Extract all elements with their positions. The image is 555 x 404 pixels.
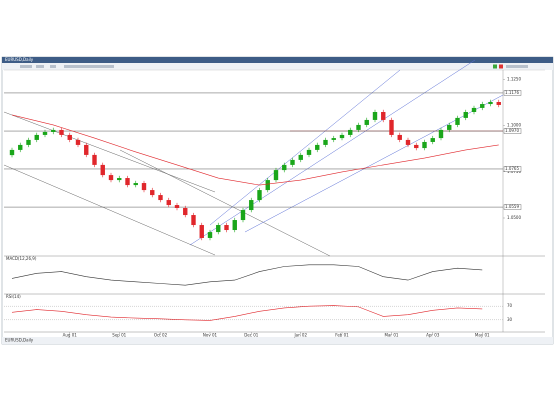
date-tick-label: Aug 01 bbox=[63, 333, 78, 338]
candle-body bbox=[389, 119, 394, 135]
level-label-box bbox=[503, 166, 522, 172]
date-tick-label: Nov 01 bbox=[203, 333, 218, 338]
candle-body bbox=[372, 111, 378, 120]
price-tick-label: 1.0500 bbox=[507, 215, 521, 220]
title-bar bbox=[2, 57, 553, 63]
panel-tick-label: 30 bbox=[507, 317, 513, 322]
level-label: 1.0970 bbox=[505, 128, 519, 133]
candle-body bbox=[133, 183, 138, 186]
toolbar[interactable] bbox=[2, 63, 553, 70]
candle-body bbox=[422, 141, 427, 149]
candle-body bbox=[397, 134, 402, 140]
price-tick-label: 1.1250 bbox=[507, 76, 521, 81]
candle-body bbox=[315, 144, 320, 150]
window-frame bbox=[1, 56, 554, 345]
candle-body bbox=[34, 134, 39, 140]
date-tick-label: Feb 01 bbox=[335, 333, 349, 338]
candle-body bbox=[232, 220, 237, 231]
candle-body bbox=[430, 138, 435, 142]
candle-body bbox=[166, 200, 171, 206]
candle-body bbox=[191, 215, 196, 226]
candle-body bbox=[26, 139, 31, 145]
candle-body bbox=[339, 134, 345, 139]
level-label-box bbox=[503, 90, 522, 96]
level-label-box bbox=[503, 204, 522, 210]
candle-body bbox=[447, 124, 452, 130]
candle-body bbox=[183, 208, 188, 216]
candle-body bbox=[67, 134, 72, 140]
level-label-box bbox=[503, 128, 522, 134]
window-title: EURUSD,Daily bbox=[5, 57, 34, 62]
candle-body bbox=[265, 180, 270, 191]
moving-average bbox=[11, 114, 499, 186]
candle-body bbox=[356, 124, 361, 130]
candle-body bbox=[273, 170, 279, 181]
level-label: 1.0559 bbox=[505, 204, 519, 209]
candle-body bbox=[199, 225, 204, 238]
date-tick-label: Apr 03 bbox=[426, 333, 440, 338]
candle-body bbox=[117, 178, 122, 181]
candle-body bbox=[496, 102, 501, 105]
candle-body bbox=[18, 144, 23, 150]
candle-body bbox=[257, 190, 262, 201]
candle-body bbox=[249, 200, 254, 211]
panel-tick-label: 70 bbox=[507, 303, 513, 308]
candle-body bbox=[463, 111, 468, 118]
candle-body bbox=[306, 149, 312, 155]
candle-body bbox=[405, 139, 411, 145]
candle-body bbox=[59, 129, 64, 135]
candle-body bbox=[51, 129, 56, 132]
date-tick-label: Dec 01 bbox=[244, 333, 259, 338]
candle-body bbox=[471, 107, 477, 112]
candle-body bbox=[75, 139, 81, 145]
candle-body bbox=[348, 129, 353, 135]
price-tick-label: 1.1000 bbox=[507, 123, 521, 128]
candle-body bbox=[455, 117, 460, 125]
candle-body bbox=[216, 225, 221, 233]
candle-body bbox=[100, 164, 105, 176]
candle-body bbox=[381, 111, 386, 120]
candle-body bbox=[174, 205, 180, 209]
candle-body bbox=[158, 195, 163, 201]
candle-body bbox=[125, 178, 130, 186]
candle-body bbox=[150, 190, 155, 196]
candle-body bbox=[92, 154, 97, 165]
candle-body bbox=[42, 131, 48, 135]
candle-body bbox=[207, 232, 213, 238]
panel-title: RSI(14) bbox=[6, 294, 21, 299]
candle-body bbox=[240, 210, 246, 221]
candle-body bbox=[290, 159, 295, 165]
candle-body bbox=[108, 175, 114, 181]
candle-body bbox=[323, 139, 328, 145]
panel-title: MACD(12,26,9) bbox=[6, 256, 37, 261]
candle-body bbox=[438, 129, 444, 139]
candle-body bbox=[84, 144, 89, 155]
candle-body bbox=[364, 119, 369, 125]
candle-body bbox=[298, 154, 303, 160]
candle-body bbox=[414, 144, 419, 149]
candle-body bbox=[488, 102, 493, 105]
indicator-line bbox=[11, 305, 483, 321]
candle-body bbox=[331, 138, 336, 140]
indicator-line bbox=[11, 264, 483, 286]
level-label: 1.1176 bbox=[505, 90, 519, 95]
date-tick-label: Oct 02 bbox=[154, 333, 168, 338]
candle-body bbox=[224, 225, 229, 231]
candle-body bbox=[480, 104, 485, 108]
candle-body bbox=[282, 164, 287, 171]
date-tick-label: Sep 01 bbox=[112, 333, 126, 338]
status-bar bbox=[2, 337, 553, 344]
date-tick-label: Jan 02 bbox=[293, 333, 307, 338]
candle-body bbox=[9, 149, 15, 156]
status-text: EURUSD,Daily bbox=[5, 338, 34, 343]
toolbar-icons bbox=[20, 64, 528, 69]
date-tick-label: Mar 01 bbox=[385, 333, 399, 338]
candle-body bbox=[141, 183, 147, 191]
level-label: 1.0765 bbox=[505, 166, 519, 171]
date-tick-label: May 01 bbox=[475, 333, 490, 338]
